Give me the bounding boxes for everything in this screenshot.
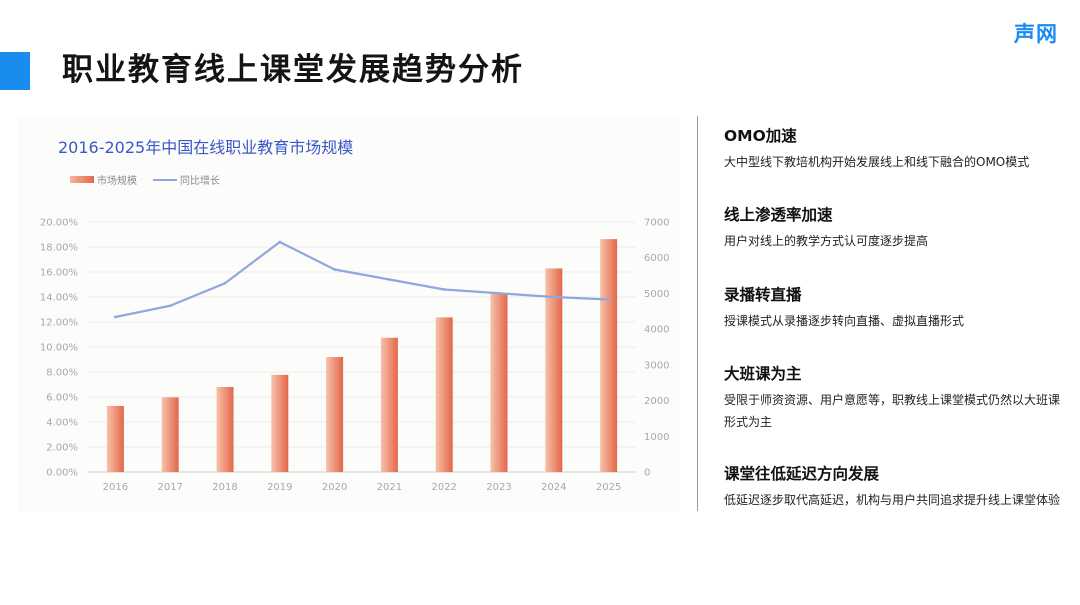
bar	[600, 239, 618, 472]
y-left-tick-label: 12.00%	[40, 318, 78, 329]
brand-logo: 声网	[1014, 22, 1058, 46]
chart-panel: 0.00% 2.00% 4.00% 6.00% 8.00% 10.00% 12.00% 14.…	[18, 116, 680, 512]
y-left-tick-label: 2.00%	[46, 443, 78, 454]
bar	[271, 374, 289, 472]
x-tick-label: 2025	[596, 482, 621, 493]
point-penetration: 线上渗透率加速 用户对线上的教学方式认可度逐步提高	[724, 203, 1064, 283]
bar	[545, 268, 563, 472]
x-tick-label: 2020	[322, 482, 347, 493]
legend-label-bar: 市场规模	[97, 176, 137, 187]
point-desc: 大中型线下教培机构开始发展线上和线下融合的OMO模式	[724, 155, 1030, 169]
y-right-tick-label: 5000	[644, 289, 669, 300]
y-right-tick-label: 1000	[644, 432, 669, 443]
point-low-latency: 课堂往低延迟方向发展 低延迟逐步取代高延迟，机构与用户共同追求提升线上课堂体验	[724, 462, 1064, 511]
point-omo: OMO加速 大中型线下教培机构开始发展线上和线下融合的OMO模式	[724, 124, 1064, 203]
point-title: 课堂往低延迟方向发展	[724, 465, 880, 483]
growth-point	[497, 291, 501, 295]
y-right-tick-label: 2000	[644, 396, 669, 407]
x-tick-label: 2016	[103, 482, 128, 493]
growth-point	[114, 315, 117, 319]
y-left-tick-label: 8.00%	[46, 368, 78, 379]
point-title: 线上渗透率加速	[724, 206, 833, 224]
x-tick-label: 2023	[486, 482, 511, 493]
page-title: 职业教育线上课堂发展趋势分析	[62, 52, 524, 88]
growth-point	[442, 288, 446, 291]
x-tick-label: 2017	[157, 482, 182, 493]
y-right-tick-label: 7000	[644, 218, 669, 229]
key-points: OMO加速 大中型线下教培机构开始发展线上和线下融合的OMO模式 线上渗透率加速…	[724, 124, 1064, 511]
growth-line	[115, 240, 609, 319]
bar	[161, 397, 179, 472]
point-large-class: 大班课为主 受限于师资资源、用户意愿等，职教线上课堂模式仍然以大班课形式为主	[724, 362, 1064, 462]
x-tick-label: 2024	[541, 482, 566, 493]
y-left-tick-label: 20.00%	[40, 218, 78, 229]
x-tick-label: 2022	[431, 482, 456, 493]
legend-swatch-bar	[70, 176, 94, 183]
point-desc: 受限于师资资源、用户意愿等，职教线上课堂模式仍然以大班课形式为主	[724, 393, 1061, 429]
y-left-tick-label: 0.00%	[46, 468, 78, 479]
x-tick-label: 2019	[267, 482, 292, 493]
bar	[490, 293, 508, 472]
bar	[106, 405, 124, 472]
legend-item-bar: 市场规模	[70, 172, 137, 187]
y-left-tick-label: 18.00%	[40, 243, 78, 254]
legend-label-line: 同比增长	[180, 176, 220, 187]
growth-point	[223, 281, 227, 285]
y-right-tick-label: 0	[644, 468, 650, 479]
x-tick-label: 2021	[377, 482, 402, 493]
legend-swatch-line	[153, 178, 177, 181]
growth-point	[607, 298, 610, 301]
bar	[326, 357, 344, 472]
y-left-tick-label: 6.00%	[46, 393, 78, 404]
y-left-tick-label: 14.00%	[40, 293, 78, 304]
y-left-tick-label: 4.00%	[46, 418, 78, 429]
title-accent-bar	[0, 52, 30, 90]
growth-point	[168, 304, 172, 308]
y-right-tick-label: 6000	[644, 253, 669, 264]
legend-item-line: 同比增长	[153, 172, 220, 187]
point-title: 大班课为主	[724, 365, 802, 383]
bar	[216, 387, 234, 472]
point-live: 录播转直播 授课模式从录播逐步转向直播、虚拟直播形式	[724, 283, 1064, 362]
bar	[380, 337, 398, 472]
y-left-tick-label: 16.00%	[40, 268, 78, 279]
point-title: 录播转直播	[724, 286, 802, 304]
chart-svg: 0.00% 2.00% 4.00% 6.00% 8.00% 10.00% 12.00% 14.…	[40, 218, 670, 494]
bar	[435, 317, 453, 472]
x-tick-label: 2018	[212, 482, 237, 493]
point-desc: 用户对线上的教学方式认可度逐步提高	[724, 234, 929, 248]
point-title: OMO加速	[724, 127, 797, 145]
chart-legend: 市场规模 同比增长	[70, 172, 236, 187]
growth-point	[552, 295, 556, 299]
growth-point	[333, 268, 336, 271]
growth-point	[388, 278, 391, 281]
growth-point	[278, 240, 282, 244]
vertical-divider	[697, 116, 698, 511]
point-desc: 低延迟逐步取代高延迟，机构与用户共同追求提升线上课堂体验	[724, 493, 1061, 507]
point-desc: 授课模式从录播逐步转向直播、虚拟直播形式	[724, 314, 965, 328]
y-left-tick-label: 10.00%	[40, 343, 78, 354]
y-right-tick-label: 4000	[644, 325, 669, 336]
y-right-tick-label: 3000	[644, 360, 669, 371]
chart-title: 2016-2025年中国在线职业教育市场规模	[58, 138, 354, 157]
